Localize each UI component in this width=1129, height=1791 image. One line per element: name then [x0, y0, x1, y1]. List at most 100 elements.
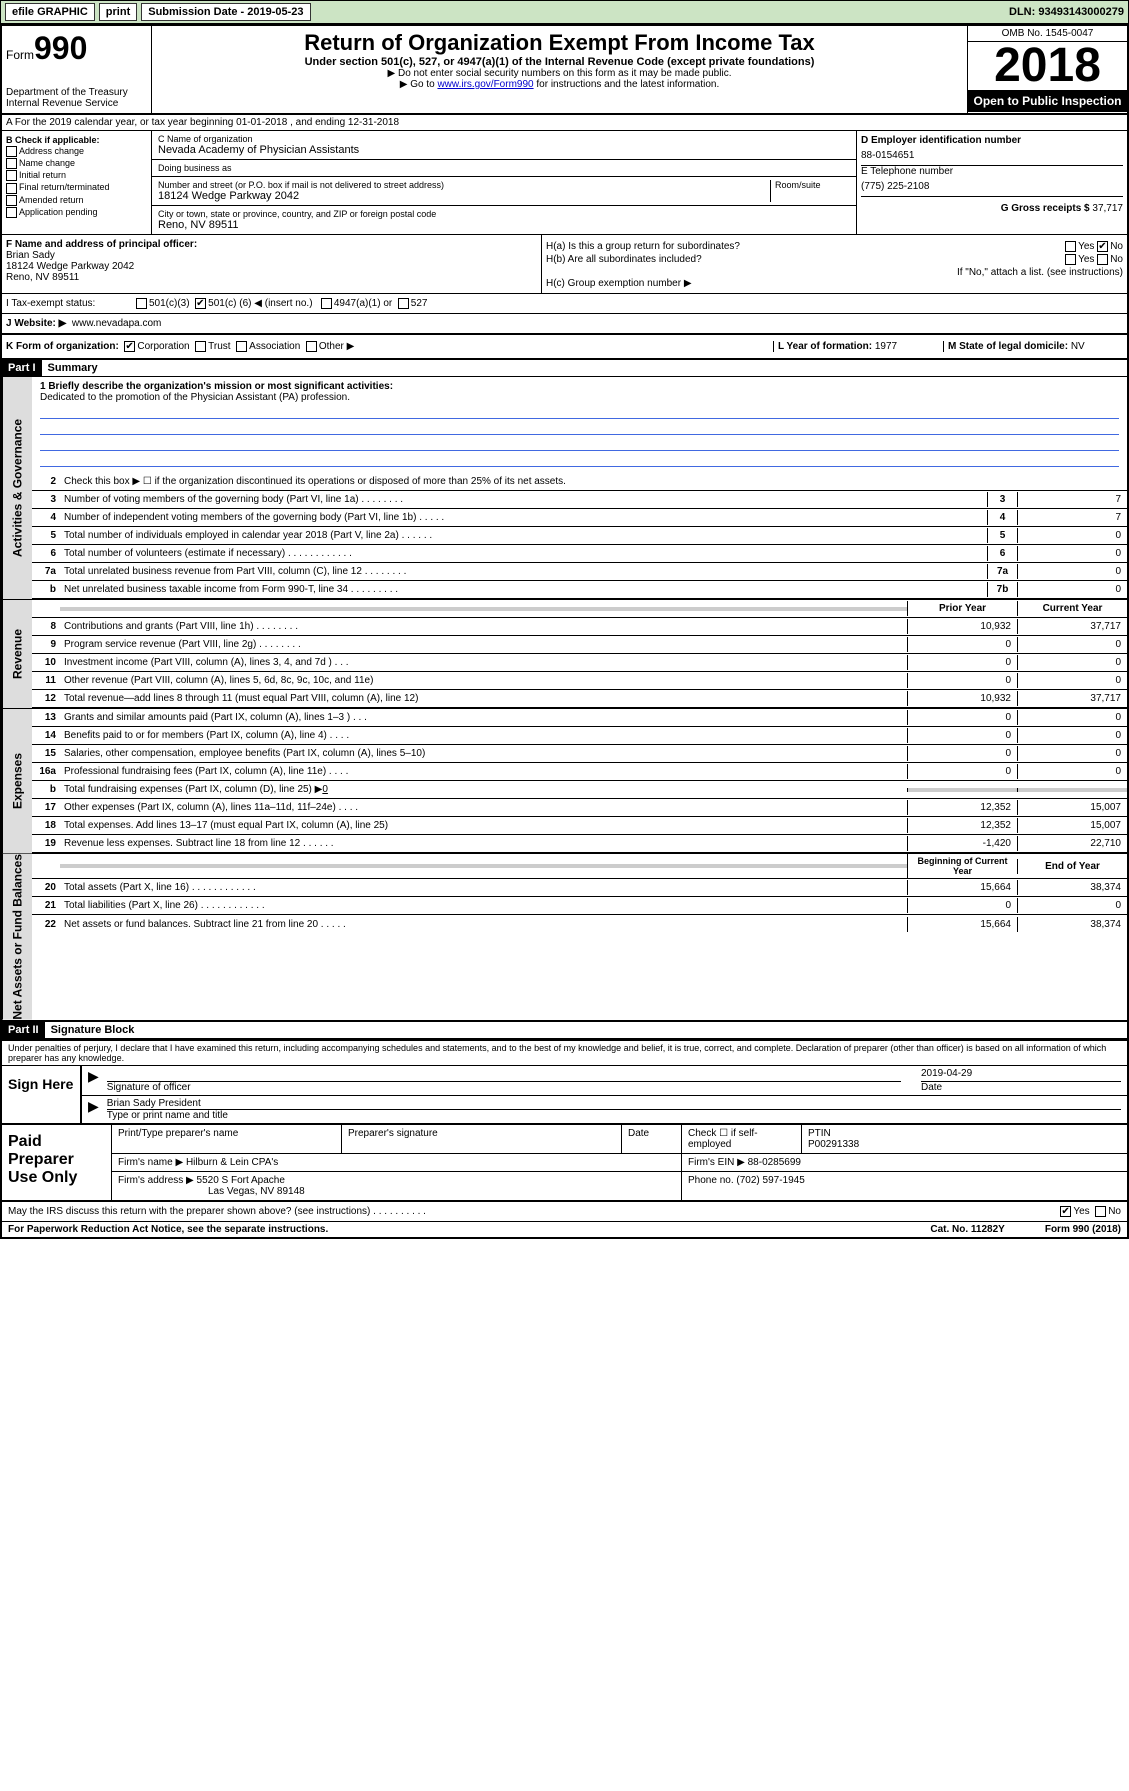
form-header: Form990 Department of the Treasury Inter…	[2, 26, 1127, 115]
efile-label: efile GRAPHIC	[5, 3, 95, 21]
line-7a: Total unrelated business revenue from Pa…	[60, 564, 987, 579]
top-bar: efile GRAPHIC print Submission Date - 20…	[0, 0, 1129, 24]
box-h: H(a) Is this a group return for subordin…	[542, 235, 1127, 293]
val-6: 0	[1017, 546, 1127, 561]
line-8: Contributions and grants (Part VIII, lin…	[60, 619, 907, 634]
line-13: Grants and similar amounts paid (Part IX…	[60, 710, 907, 725]
print-name-label: Print/Type preparer's name	[112, 1125, 342, 1153]
firm-ein-label: Firm's EIN ▶	[688, 1157, 745, 1168]
cb-application[interactable]: Application pending	[6, 207, 147, 218]
line-4: Number of independent voting members of …	[60, 510, 987, 525]
box-b-title: B Check if applicable:	[6, 135, 147, 145]
box-de: D Employer identification number 88-0154…	[857, 131, 1127, 234]
arrow-icon: ▶	[88, 1098, 99, 1121]
header-left: Form990 Department of the Treasury Inter…	[2, 26, 152, 113]
ein-label: D Employer identification number	[861, 135, 1123, 146]
room-label: Room/suite	[775, 180, 850, 190]
phone-label: E Telephone number	[861, 166, 1123, 177]
firm-name-label: Firm's name ▶	[118, 1157, 183, 1168]
prep-date-label: Date	[622, 1125, 682, 1153]
firm-name: Hilburn & Lein CPA's	[186, 1157, 278, 1168]
form-number: 990	[34, 30, 87, 66]
website-label: J Website: ▶	[6, 318, 66, 329]
dba-label: Doing business as	[158, 163, 850, 173]
footer: For Paperwork Reduction Act Notice, see …	[2, 1221, 1127, 1237]
type-name-label: Type or print name and title	[107, 1110, 1121, 1121]
cb-other[interactable]	[306, 341, 317, 352]
officer-city: Reno, NV 89511	[6, 272, 537, 283]
part2-label: Part II	[2, 1022, 45, 1038]
tax-status-label: I Tax-exempt status:	[6, 298, 136, 309]
boxes-fh-row: F Name and address of principal officer:…	[2, 235, 1127, 294]
cat-no: Cat. No. 11282Y	[930, 1224, 1004, 1235]
line-5: Total number of individuals employed in …	[60, 528, 987, 543]
mission-block: 1 Briefly describe the organization's mi…	[32, 377, 1127, 473]
box-f: F Name and address of principal officer:…	[2, 235, 542, 293]
box-c: C Name of organization Nevada Academy of…	[152, 131, 857, 234]
open-public-label: Open to Public Inspection	[968, 90, 1127, 112]
box-m: M State of legal domicile: NV	[943, 341, 1123, 352]
cb-4947[interactable]	[321, 298, 332, 309]
cb-discuss-no[interactable]	[1095, 1206, 1106, 1217]
cb-final-return[interactable]: Final return/terminated	[6, 182, 147, 193]
dln-label: DLN: 93493143000279	[1009, 6, 1124, 18]
line-17: Other expenses (Part IX, column (A), lin…	[60, 800, 907, 815]
ptin-label: PTIN	[808, 1128, 1121, 1139]
netassets-section: Net Assets or Fund Balances Beginning of…	[2, 853, 1127, 1022]
sign-here-label: Sign Here	[2, 1066, 82, 1123]
header-center: Return of Organization Exempt From Incom…	[152, 26, 967, 113]
cb-trust[interactable]	[195, 341, 206, 352]
side-netassets: Net Assets or Fund Balances	[2, 854, 32, 1020]
firm-addr2: Las Vegas, NV 89148	[208, 1186, 305, 1197]
end-year-hdr: End of Year	[1017, 859, 1127, 874]
val-4: 7	[1017, 510, 1127, 525]
discuss-text: May the IRS discuss this return with the…	[8, 1206, 426, 1217]
dept-label: Department of the Treasury Internal Reve…	[6, 87, 147, 109]
discuss-row: May the IRS discuss this return with the…	[2, 1202, 1127, 1221]
part2-title: Signature Block	[45, 1022, 141, 1038]
cb-initial-return[interactable]: Initial return	[6, 170, 147, 181]
side-expenses: Expenses	[2, 709, 32, 853]
cb-corp[interactable]	[124, 341, 135, 352]
firm-ein: 88-0285699	[748, 1157, 801, 1168]
cb-assoc[interactable]	[236, 341, 247, 352]
tax-year: 2018	[968, 42, 1127, 90]
sig-date-label: Date	[921, 1082, 1121, 1093]
sign-here-table: Sign Here ▶ Signature of officer 2019-04…	[2, 1065, 1127, 1123]
website-row: J Website: ▶ www.nevadapa.com	[2, 314, 1127, 335]
cb-501c[interactable]	[195, 298, 206, 309]
firm-addr1: 5520 S Fort Apache	[197, 1175, 285, 1186]
mission-text: Dedicated to the promotion of the Physic…	[40, 392, 1119, 403]
form-container: Form990 Department of the Treasury Inter…	[0, 24, 1129, 1239]
arrow-icon: ▶	[88, 1068, 99, 1093]
line-16b: Total fundraising expenses (Part IX, col…	[60, 782, 907, 797]
paid-preparer-label: Paid Preparer Use Only	[2, 1125, 112, 1200]
box-l: L Year of formation: 1977	[773, 341, 943, 352]
gross-value: 37,717	[1092, 203, 1123, 214]
officer-addr: 18124 Wedge Parkway 2042	[6, 261, 537, 272]
ptin-value: P00291338	[808, 1139, 1121, 1150]
print-button[interactable]: print	[99, 3, 137, 21]
hc-label: H(c) Group exemption number ▶	[546, 278, 1123, 289]
irs-link[interactable]: www.irs.gov/Form990	[437, 79, 533, 90]
curr-year-hdr: Current Year	[1017, 601, 1127, 616]
perjury-declaration: Under penalties of perjury, I declare th…	[2, 1041, 1127, 1065]
cb-527[interactable]	[398, 298, 409, 309]
cb-discuss-yes[interactable]	[1060, 1206, 1071, 1217]
cb-501c3[interactable]	[136, 298, 147, 309]
val-7a: 0	[1017, 564, 1127, 579]
k-row: K Form of organization: Corporation Trus…	[2, 335, 1127, 360]
officer-name: Brian Sady	[6, 250, 537, 261]
tax-status-row: I Tax-exempt status: 501(c)(3) 501(c) (6…	[2, 294, 1127, 314]
note-ssn: ▶ Do not enter social security numbers o…	[156, 68, 963, 79]
expenses-section: Expenses 13Grants and similar amounts pa…	[2, 708, 1127, 853]
cb-name-change[interactable]: Name change	[6, 158, 147, 169]
cb-address-change[interactable]: Address change	[6, 146, 147, 157]
box-k: K Form of organization: Corporation Trus…	[6, 341, 773, 352]
section-a: A For the 2019 calendar year, or tax yea…	[2, 115, 1127, 131]
line-3: Number of voting members of the governin…	[60, 492, 987, 507]
line-7b: Net unrelated business taxable income fr…	[60, 582, 987, 597]
form-title: Return of Organization Exempt From Incom…	[156, 30, 963, 56]
gross-label: G Gross receipts $	[1001, 203, 1090, 214]
cb-amended[interactable]: Amended return	[6, 195, 147, 206]
